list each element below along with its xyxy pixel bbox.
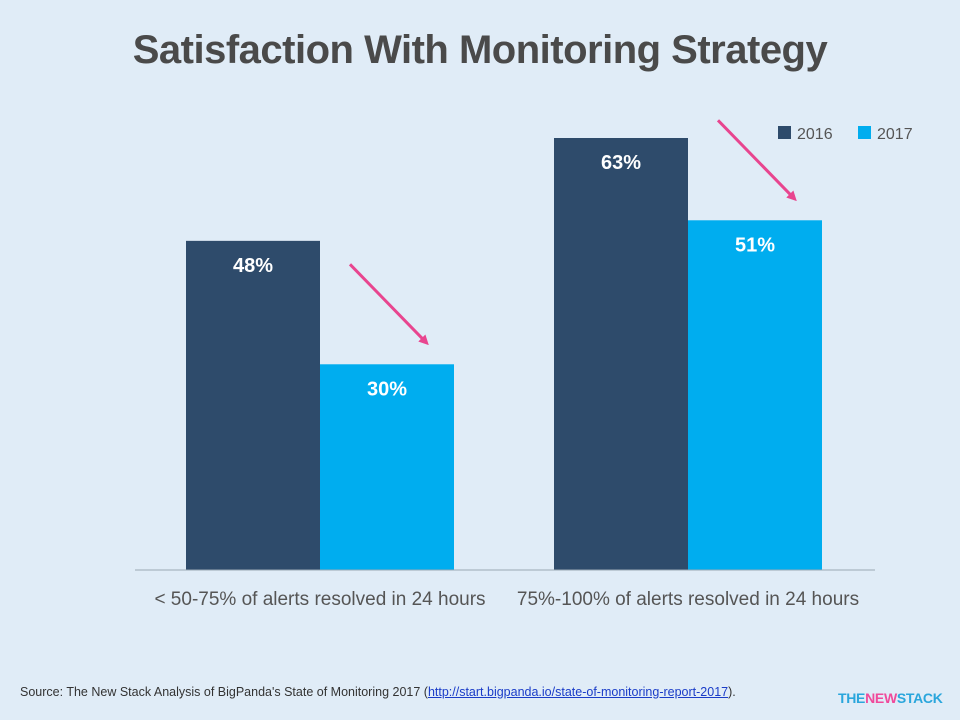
chart-title: Satisfaction With Monitoring Strategy	[132, 28, 828, 72]
x-axis-labels: < 50-75% of alerts resolved in 24 hours 7…	[154, 589, 859, 610]
bar-value-label: 63%	[601, 152, 641, 174]
legend-label-2017: 2017	[877, 126, 913, 143]
bars-group: 48% 30% 63% 51%	[186, 138, 822, 571]
chart-legend: 2016 2017	[778, 126, 913, 143]
trend-arrow	[716, 119, 797, 202]
trend-arrow	[348, 263, 429, 346]
legend-swatch-2016	[778, 126, 791, 139]
bar-value-label: 48%	[233, 255, 273, 277]
legend-swatch-2017	[858, 126, 871, 139]
source-link[interactable]: http://start.bigpanda.io/state-of-monito…	[427, 685, 729, 699]
legend-label-2016: 2016	[797, 126, 833, 143]
bar-2017-1	[320, 364, 454, 570]
source-prefix: Source: The New Stack Analysis of BigPan…	[20, 685, 428, 699]
trend-arrows	[348, 119, 797, 346]
bar-value-label: 30%	[367, 378, 407, 400]
logo-part-1: THE	[838, 690, 866, 706]
x-tick-label: 75%-100% of alerts resolved in 24 hours	[517, 589, 859, 610]
bar-2016-1	[186, 240, 320, 570]
bar-2017-2	[688, 220, 822, 571]
the-new-stack-logo: THENEWSTACK	[838, 690, 943, 706]
logo-part-3: STACK	[896, 690, 943, 706]
x-tick-label: < 50-75% of alerts resolved in 24 hours	[154, 589, 485, 610]
source-note: Source: The New Stack Analysis of BigPan…	[20, 685, 736, 699]
bar-2016-2	[554, 138, 688, 570]
logo-part-2: NEW	[865, 690, 897, 706]
bar-value-label: 51%	[735, 234, 775, 256]
source-suffix: ).	[728, 685, 736, 699]
